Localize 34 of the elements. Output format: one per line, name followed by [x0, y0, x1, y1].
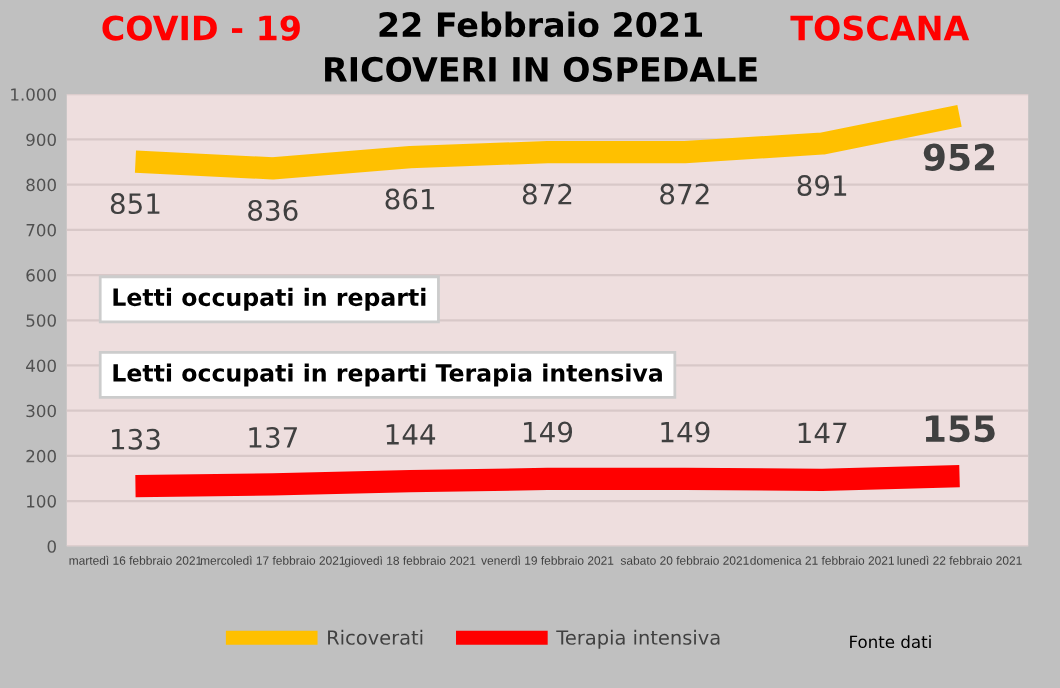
legend-label: Ricoverati: [328, 629, 423, 645]
data-label: 144: [386, 424, 436, 445]
data-label: 149: [524, 421, 573, 443]
data-label: 952: [923, 143, 995, 171]
legend-label: Terapia intensiva: [556, 629, 720, 649]
y-tick-label: 1.000: [11, 88, 56, 101]
y-tick-label: 400: [26, 359, 56, 373]
y-tick-label: 800: [26, 178, 56, 192]
data-label: 891: [797, 175, 847, 197]
y-tick-label: 700: [26, 223, 56, 237]
text: COVID - 19: [102, 15, 300, 41]
source-note: Fonte dati: [850, 635, 931, 649]
text: TOSCANA: [790, 15, 970, 41]
annotation: Letti occupati in reparti Terapia intensiva: [113, 363, 662, 387]
data-label: 133: [111, 428, 160, 450]
annotation: Letti occupati in reparti: [113, 287, 426, 311]
chart-title: 22 Febbraio 2021: [379, 11, 703, 38]
data-label: 872: [522, 183, 572, 205]
y-tick-label: 900: [26, 133, 56, 147]
data-label: 861: [385, 188, 435, 210]
data-label: 155: [925, 415, 995, 443]
data-label: 137: [249, 426, 297, 448]
chart-subtitle: RICOVERI IN OSPEDALE: [325, 56, 757, 82]
y-tick-label: 0: [47, 540, 56, 553]
data-label: 851: [110, 193, 160, 215]
y-tick-label: 300: [26, 404, 56, 418]
y-tick-label: 100: [27, 495, 56, 508]
y-tick-label: 600: [26, 269, 56, 282]
data-label: 836: [248, 199, 298, 221]
data-label: 149: [661, 421, 710, 443]
data-label: 147: [798, 422, 847, 444]
y-tick-label: 500: [26, 314, 56, 327]
data-label: 872: [660, 183, 709, 205]
y-tick-label: 200: [26, 449, 56, 463]
